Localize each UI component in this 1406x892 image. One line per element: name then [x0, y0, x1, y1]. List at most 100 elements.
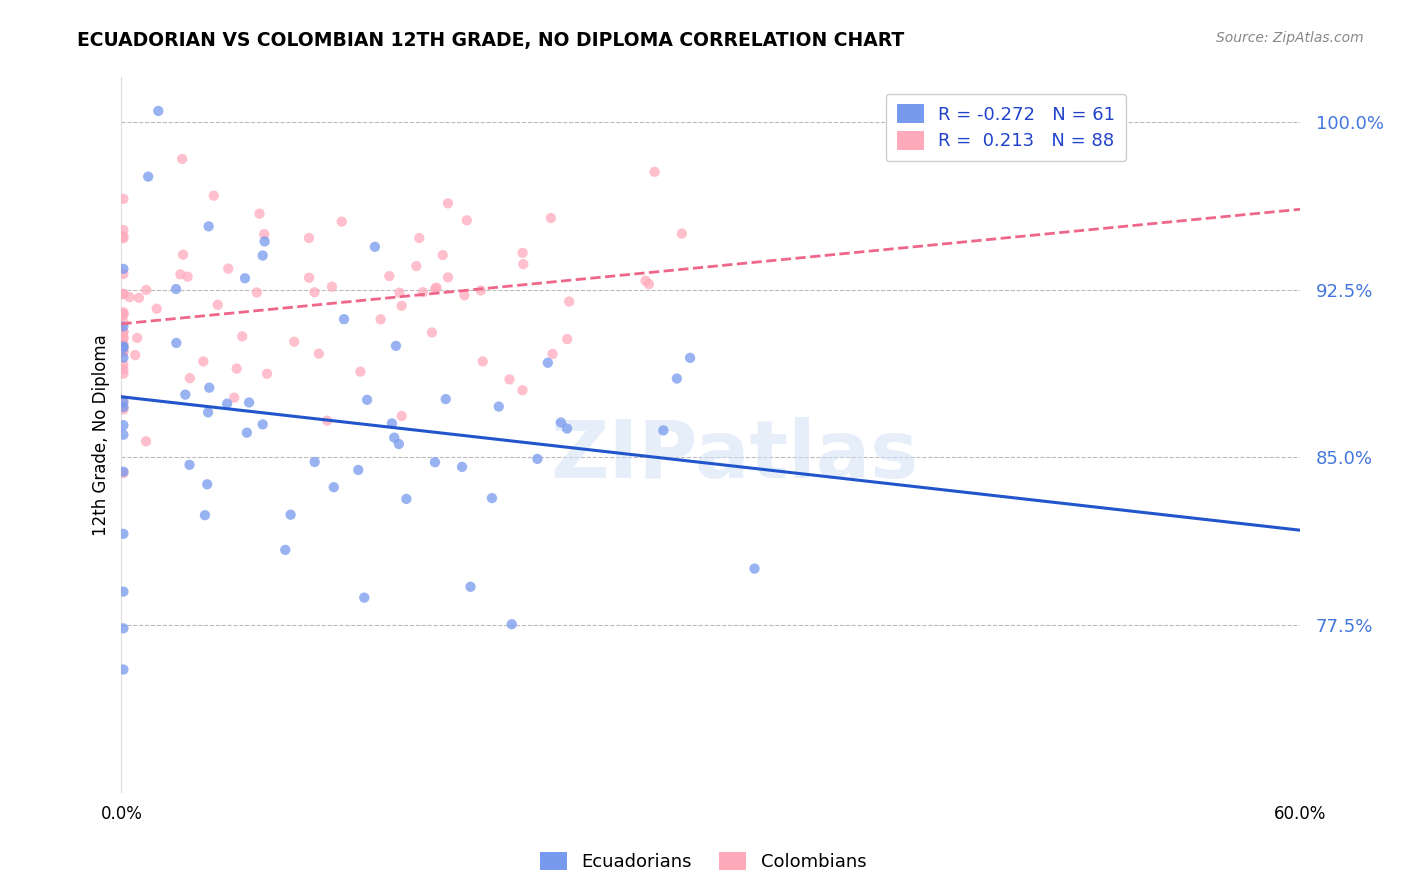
Point	[112, 325, 135, 339]
Point	[283, 334, 305, 349]
Point	[381, 417, 404, 431]
Point	[541, 347, 564, 361]
Point	[388, 285, 411, 300]
Point	[434, 392, 457, 406]
Point	[148, 103, 170, 118]
Point	[112, 339, 135, 353]
Point	[638, 277, 661, 292]
Point	[112, 325, 135, 339]
Point	[112, 663, 135, 677]
Point	[304, 285, 326, 300]
Point	[316, 414, 339, 428]
Point	[253, 235, 276, 249]
Point	[512, 384, 534, 398]
Point	[112, 465, 135, 479]
Point	[202, 188, 225, 202]
Point	[364, 240, 387, 254]
Point	[679, 351, 702, 365]
Point	[174, 387, 197, 401]
Point	[112, 526, 135, 541]
Point	[437, 196, 460, 211]
Text: ZIPatlas: ZIPatlas	[550, 417, 918, 495]
Point	[540, 211, 562, 225]
Y-axis label: 12th Grade, No Diploma: 12th Grade, No Diploma	[93, 334, 110, 536]
Point	[112, 466, 135, 480]
Point	[198, 381, 221, 395]
Point	[488, 400, 510, 414]
Point	[238, 395, 260, 409]
Point	[252, 417, 274, 432]
Point	[333, 312, 356, 326]
Point	[112, 400, 135, 414]
Point	[432, 248, 454, 262]
Point	[176, 269, 198, 284]
Point	[378, 269, 401, 284]
Point	[256, 367, 278, 381]
Point	[179, 371, 201, 385]
Point	[225, 361, 247, 376]
Point	[112, 341, 135, 355]
Point	[425, 280, 447, 294]
Point	[112, 330, 135, 344]
Point	[652, 424, 675, 438]
Point	[112, 362, 135, 376]
Point	[172, 152, 194, 166]
Point	[744, 561, 766, 575]
Point	[425, 282, 447, 296]
Point	[197, 219, 219, 234]
Point	[112, 231, 135, 245]
Point	[112, 402, 135, 417]
Point	[246, 285, 269, 300]
Point	[112, 286, 135, 301]
Point	[349, 365, 371, 379]
Point	[236, 425, 259, 440]
Point	[526, 451, 548, 466]
Point	[112, 345, 135, 359]
Point	[451, 459, 474, 474]
Point	[112, 427, 135, 442]
Point	[124, 348, 146, 362]
Point	[224, 391, 246, 405]
Point	[460, 580, 482, 594]
Point	[112, 192, 135, 206]
Point	[112, 584, 135, 599]
Point	[135, 283, 157, 297]
Point	[112, 307, 135, 321]
Point	[405, 259, 427, 273]
Point	[437, 270, 460, 285]
Point	[304, 455, 326, 469]
Point	[347, 463, 370, 477]
Point	[135, 434, 157, 449]
Point	[308, 347, 330, 361]
Point	[112, 367, 135, 381]
Point	[671, 227, 693, 241]
Point	[391, 299, 413, 313]
Point	[112, 319, 135, 334]
Point	[356, 392, 378, 407]
Point	[136, 169, 159, 184]
Point	[321, 279, 343, 293]
Legend: Ecuadorians, Colombians: Ecuadorians, Colombians	[533, 845, 873, 879]
Point	[537, 356, 560, 370]
Point	[207, 298, 229, 312]
Point	[470, 284, 492, 298]
Point	[249, 207, 271, 221]
Point	[395, 491, 418, 506]
Point	[112, 358, 135, 372]
Point	[391, 409, 413, 423]
Point	[555, 421, 578, 435]
Point	[330, 214, 353, 228]
Point	[233, 271, 256, 285]
Point	[280, 508, 302, 522]
Point	[112, 267, 135, 281]
Point	[128, 291, 150, 305]
Point	[512, 246, 534, 260]
Point	[118, 290, 141, 304]
Point	[481, 491, 503, 505]
Point	[165, 282, 187, 296]
Point	[353, 591, 375, 605]
Point	[423, 455, 446, 469]
Point	[558, 294, 581, 309]
Point	[408, 231, 430, 245]
Point	[217, 397, 239, 411]
